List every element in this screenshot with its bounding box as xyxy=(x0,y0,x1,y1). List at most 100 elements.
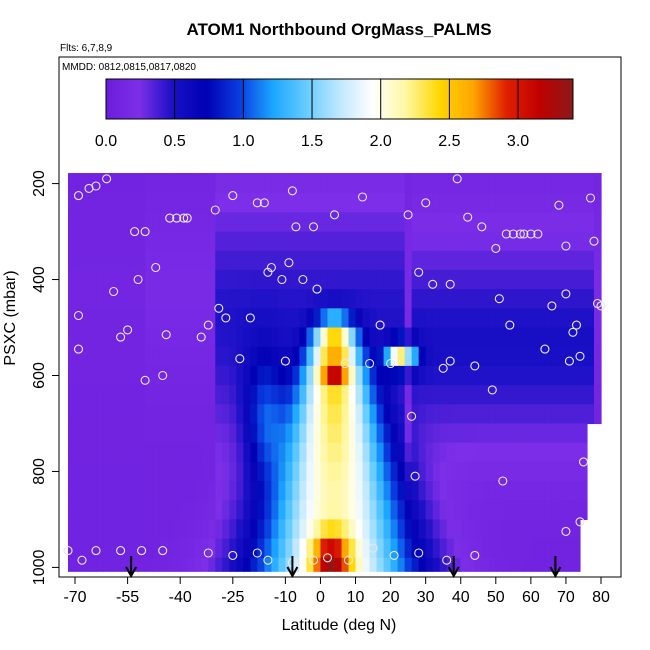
heatmap-cell xyxy=(208,308,216,329)
heatmap-cell xyxy=(285,193,294,213)
heatmap-cell xyxy=(390,212,399,233)
heatmap-cell xyxy=(75,289,83,309)
x-tick-label: 70 xyxy=(557,589,575,606)
heatmap-cell xyxy=(327,500,336,521)
heatmap-cell xyxy=(362,519,371,540)
heatmap-cell xyxy=(215,173,223,194)
heatmap-cell xyxy=(509,212,518,233)
sample-point xyxy=(421,198,431,208)
sample-point xyxy=(487,385,497,395)
heatmap-cell xyxy=(558,538,567,559)
heatmap-cell xyxy=(369,519,378,540)
heatmap-cell xyxy=(75,231,83,252)
sample-point xyxy=(179,213,189,223)
heatmap-cell xyxy=(194,500,202,521)
heatmap-cell xyxy=(432,365,441,386)
heatmap-cell xyxy=(110,500,118,521)
heatmap-cell xyxy=(502,231,511,252)
heatmap-cell xyxy=(530,212,539,233)
heatmap-cell xyxy=(467,442,476,463)
heatmap-cell xyxy=(369,193,378,213)
heatmap-cell xyxy=(173,461,181,482)
heatmap-cell xyxy=(544,423,553,444)
heatmap-cell xyxy=(292,404,301,425)
heatmap-cell xyxy=(222,461,230,482)
heatmap-cell xyxy=(159,500,167,521)
heatmap-cell xyxy=(138,519,146,540)
heatmap-cell xyxy=(460,365,469,386)
heatmap-cell xyxy=(67,231,76,252)
heatmap-cell xyxy=(453,519,462,540)
heatmap-cell xyxy=(313,385,322,405)
heatmap-cell xyxy=(117,519,125,540)
heatmap-cell xyxy=(292,481,301,501)
heatmap-cell xyxy=(180,269,188,290)
heatmap-cell xyxy=(579,500,588,521)
heatmap-cell xyxy=(495,557,504,572)
x-tick-label: -25 xyxy=(221,589,244,606)
heatmap-cell xyxy=(89,461,97,482)
heatmap-cell xyxy=(579,193,588,213)
heatmap-cell xyxy=(313,423,322,444)
sample-point xyxy=(505,320,515,330)
heatmap-cell xyxy=(145,193,153,213)
heatmap-cell xyxy=(285,212,294,233)
heatmap-cell xyxy=(131,500,139,521)
heatmap-cell xyxy=(82,346,90,367)
heatmap-cell xyxy=(264,423,272,444)
heatmap-cell xyxy=(152,346,160,367)
heatmap-cell xyxy=(236,500,244,521)
heatmap-cell xyxy=(89,557,97,572)
heatmap-cell xyxy=(397,442,406,463)
heatmap-cell xyxy=(572,231,581,252)
heatmap-cell xyxy=(425,269,434,290)
heatmap-cell xyxy=(131,461,139,482)
heatmap-cell xyxy=(425,461,434,482)
heatmap-cell xyxy=(432,327,441,348)
y-tick-label: 1000 xyxy=(31,550,48,586)
heatmap-cell xyxy=(82,327,90,348)
heatmap-cell xyxy=(103,289,111,309)
heatmap-cell xyxy=(103,250,111,271)
heatmap-cell xyxy=(558,557,567,572)
heatmap-cell xyxy=(509,461,518,482)
heatmap-cell xyxy=(579,404,588,425)
heatmap-cell xyxy=(509,231,518,252)
heatmap-cell xyxy=(89,365,97,386)
heatmap-cell xyxy=(320,404,329,425)
heatmap-cell xyxy=(334,461,343,482)
heatmap-cell xyxy=(439,481,448,501)
heatmap-cell xyxy=(362,289,371,309)
heatmap-cell xyxy=(75,404,83,425)
heatmap-cell xyxy=(222,173,230,175)
heatmap-cell xyxy=(180,500,188,521)
heatmap-cell xyxy=(306,308,315,329)
heatmap-cell xyxy=(257,481,265,501)
heatmap-cell xyxy=(313,327,322,348)
heatmap-cell xyxy=(180,365,188,386)
heatmap-cell xyxy=(187,519,195,540)
heatmap-cell xyxy=(411,365,420,386)
heatmap-cell xyxy=(544,557,553,572)
heatmap-cell xyxy=(103,327,111,348)
y-axis-label: PSXC (mbar) xyxy=(2,270,19,365)
heatmap-cell xyxy=(481,519,490,540)
heatmap-cell xyxy=(75,193,83,213)
sample-point xyxy=(312,284,322,294)
heatmap-cell xyxy=(313,269,322,290)
heatmap-cell xyxy=(306,538,315,559)
heatmap-cell xyxy=(264,250,272,271)
heatmap-cell xyxy=(292,289,301,309)
heatmap-cell xyxy=(411,193,420,213)
heatmap-cell xyxy=(222,442,230,463)
heatmap-cell xyxy=(467,365,476,386)
heatmap-cell xyxy=(257,365,265,386)
heatmap-cell xyxy=(82,538,90,559)
heatmap-cell xyxy=(481,500,490,521)
heatmap-cell xyxy=(530,500,539,521)
heatmap-cell xyxy=(572,289,581,309)
heatmap-cell xyxy=(166,461,174,482)
heatmap-cell xyxy=(229,500,237,521)
heatmap-cell xyxy=(362,173,371,194)
heatmap-cell xyxy=(103,173,111,175)
